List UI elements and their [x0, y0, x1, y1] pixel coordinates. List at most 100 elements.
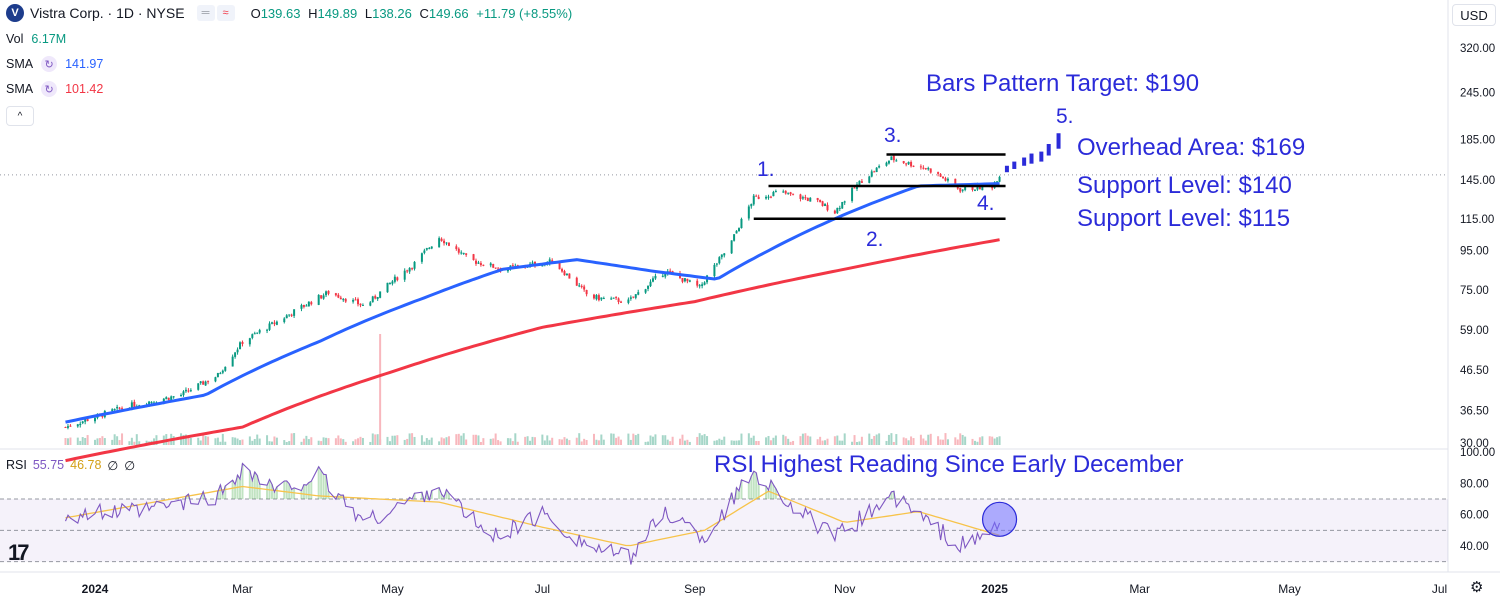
volume-bar: [307, 439, 310, 445]
volume-bar: [529, 440, 532, 445]
candle-body: [396, 277, 399, 281]
volume-bar: [819, 436, 822, 445]
volume-bar: [720, 439, 723, 445]
rsi-line: [64, 462, 1001, 565]
candle-body: [971, 186, 974, 190]
volume-bar: [610, 433, 613, 445]
candle-body: [359, 303, 362, 306]
volume-bar: [875, 434, 878, 445]
volume-bar: [290, 433, 293, 445]
volume-bar: [647, 441, 650, 445]
candle-body: [860, 181, 863, 183]
candle-body: [890, 156, 893, 161]
candle-body: [150, 401, 153, 403]
rsi-legend[interactable]: RSI 55.75 46.78 ∅ ∅: [6, 456, 141, 474]
candle-body: [465, 253, 468, 255]
volume-bar: [103, 438, 106, 445]
candle-body: [239, 342, 242, 350]
gear-icon[interactable]: ⚙: [1470, 579, 1484, 596]
volume-bar: [268, 441, 271, 445]
candle-body: [118, 407, 121, 409]
candle-body: [750, 204, 753, 207]
candle-body: [420, 253, 423, 262]
volume-bar: [634, 435, 637, 445]
volume-bar: [563, 437, 566, 445]
volume-bar: [300, 441, 303, 445]
volume-bar: [703, 434, 706, 445]
price-tick-label: 320.00: [1460, 43, 1495, 55]
symbol-title[interactable]: Vistra Corp. · 1D · NYSE: [30, 5, 185, 21]
candle-body: [285, 315, 288, 319]
approx-icon[interactable]: ≈: [216, 5, 235, 21]
candle-body: [258, 330, 261, 333]
volume-legend[interactable]: Vol 6.17M: [6, 30, 66, 48]
equals-icon[interactable]: ═: [196, 5, 215, 21]
volume-bar: [696, 436, 699, 445]
time-tick-label: Mar: [1129, 582, 1150, 596]
rsi-value: 55.75: [32, 458, 65, 472]
rsi-tick-label: 60.00: [1460, 510, 1489, 522]
candle-body: [922, 167, 925, 169]
candle-body: [924, 168, 927, 170]
time-tick-label: 2024: [82, 582, 109, 596]
sma-slow-legend[interactable]: SMA ↻ 101.42: [6, 80, 103, 98]
volume-bar: [79, 440, 82, 445]
volume-bar: [204, 436, 207, 445]
volume-bar: [94, 439, 96, 445]
volume-bar: [138, 441, 141, 445]
candle-body: [369, 302, 372, 306]
volume-bar: [135, 434, 138, 445]
candle-body: [413, 261, 416, 269]
volume-bar: [66, 438, 69, 445]
candle-body: [189, 390, 192, 392]
volume-bar: [895, 434, 898, 445]
rsi-label: RSI: [6, 458, 27, 472]
volume-bar: [629, 439, 632, 445]
volume-bar: [964, 436, 967, 445]
volume-bar: [701, 435, 704, 445]
refresh-icon[interactable]: ↻: [41, 56, 58, 72]
volume-bar: [352, 441, 355, 445]
refresh-icon[interactable]: ↻: [41, 81, 58, 97]
currency-button[interactable]: USD: [1452, 4, 1496, 26]
volume-bar: [514, 433, 517, 445]
candle-body: [703, 282, 706, 285]
volume-bar: [816, 439, 819, 445]
candle-body: [723, 253, 726, 256]
sma-fast-legend[interactable]: SMA ↻ 141.97: [6, 55, 103, 73]
projection-bar: [1056, 133, 1061, 149]
candle-body: [541, 265, 544, 267]
volume-bar: [376, 434, 379, 445]
candle-body: [998, 176, 1001, 182]
candle-body: [221, 370, 224, 373]
candle-body: [801, 197, 804, 199]
candle-body: [344, 299, 347, 302]
candle-body: [782, 191, 785, 193]
volume-bar: [187, 436, 190, 445]
tradingview-logo[interactable]: 17: [8, 540, 30, 565]
volume-bar: [438, 441, 441, 445]
volume-bar: [890, 433, 893, 445]
collapse-chevron-up-icon[interactable]: ^: [6, 106, 34, 126]
volume-bar: [302, 438, 305, 445]
candle-body: [806, 197, 809, 201]
volume-bar: [236, 438, 239, 445]
candle-body: [578, 285, 581, 287]
candle-body: [954, 178, 957, 186]
candle-body: [617, 298, 620, 303]
volume-bar: [256, 434, 259, 445]
volume-bar: [472, 434, 475, 445]
candle-body: [202, 381, 205, 385]
volume-bar: [128, 441, 131, 445]
rsi-tick-label: 80.00: [1460, 478, 1489, 490]
ohlc-readout: O139.63 H149.89 L138.26 C149.66 +11.79 (…: [247, 6, 573, 21]
price-tick-label: 36.50: [1460, 405, 1489, 417]
candle-body: [910, 162, 913, 167]
volume-bar: [118, 440, 121, 445]
volume-bar: [361, 437, 364, 445]
volume-bar: [661, 435, 664, 445]
volume-bar: [133, 441, 136, 445]
volume-bar: [420, 435, 423, 445]
sma1-label: SMA: [6, 57, 34, 71]
